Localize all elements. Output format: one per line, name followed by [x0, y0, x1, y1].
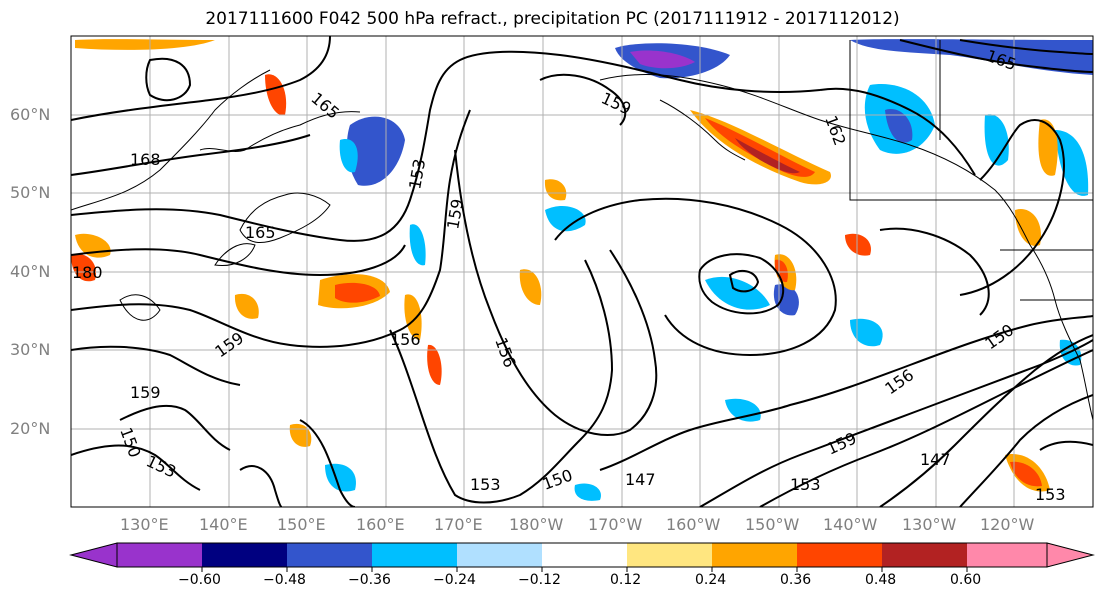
- map-border: [70, 35, 1094, 508]
- lon-label-140w: 140°W: [823, 515, 878, 534]
- colorbar-tick-label: 0.12: [610, 572, 642, 588]
- lat-label-40n: 40°N: [10, 262, 51, 281]
- colorbar-segment-5: [542, 543, 627, 567]
- colorbar-segment-7: [712, 543, 797, 567]
- lon-label-120w: 120°W: [980, 515, 1035, 534]
- colorbar-segment-1: [202, 543, 287, 567]
- lon-label-180w: 180°W: [509, 515, 564, 534]
- contour-label-159-sw: 159: [130, 383, 161, 402]
- colorbar-tick-label: 0.60: [950, 572, 982, 588]
- contour-label-156-mid: 156: [390, 330, 421, 349]
- colorbar-tick-label: −0.36: [348, 572, 391, 588]
- colorbar-segment-2: [287, 543, 372, 567]
- colorbar-segment-4: [457, 543, 542, 567]
- colorbar-segment-10: [967, 543, 1047, 567]
- colorbar-tick-label: 0.24: [695, 572, 727, 588]
- contour-label-147: 147: [625, 470, 656, 489]
- colorbar-segment-6: [627, 543, 712, 567]
- colorbar-tick-label: 0.36: [780, 572, 812, 588]
- colorbar-segment-0b: [117, 543, 202, 567]
- colorbar-tick-label: 0.48: [865, 572, 897, 588]
- contour-label-168: 168: [130, 150, 161, 169]
- contour-label-147-east: 147: [920, 450, 951, 469]
- contour-lines: [71, 36, 1093, 507]
- coastlines: [71, 40, 1093, 421]
- lat-label-60n: 60°N: [10, 105, 51, 124]
- colorbar-tick-label: −0.24: [433, 572, 476, 588]
- colorbar-tick-label: −0.48: [263, 572, 306, 588]
- lat-label-30n: 30°N: [10, 340, 51, 359]
- precipitation-shading: [71, 39, 1093, 501]
- contour-label-180: 180: [72, 263, 103, 282]
- colorbar-tick-label: −0.12: [518, 572, 561, 588]
- colorbar-tick-label: −0.60: [178, 572, 221, 588]
- lon-label-130e: 130°E: [120, 515, 169, 534]
- colorbar-segment-0: [69, 542, 118, 568]
- colorbar-segment-10b: [1046, 542, 1095, 568]
- lon-label-160e: 160°E: [356, 515, 405, 534]
- map-title: 2017111600 F042 500 hPa refract., precip…: [205, 9, 900, 29]
- colorbar-segment-9: [882, 543, 967, 567]
- lon-label-150w: 150°W: [745, 515, 800, 534]
- contour-label-153-south: 153: [470, 475, 501, 494]
- lat-label-20n: 20°N: [10, 419, 51, 438]
- colorbar-border: [116, 542, 1048, 568]
- lon-label-140e: 140°E: [199, 515, 248, 534]
- contour-label-153-se: 153: [790, 475, 821, 494]
- contour-label-153-east: 153: [1035, 485, 1066, 504]
- colorbar-segment-3: [372, 543, 457, 567]
- lon-label-170e: 170°E: [434, 515, 483, 534]
- lon-label-170w: 170°W: [588, 515, 643, 534]
- contour-label-165: 165: [245, 223, 276, 242]
- lat-label-50n: 50°N: [10, 183, 51, 202]
- lon-label-160w: 160°W: [666, 515, 721, 534]
- gridlines: [71, 36, 1093, 507]
- colorbar-segment-8: [797, 543, 882, 567]
- lon-label-130w: 130°W: [902, 515, 957, 534]
- lon-label-150e: 150°E: [277, 515, 326, 534]
- colorbar: [69, 542, 1095, 572]
